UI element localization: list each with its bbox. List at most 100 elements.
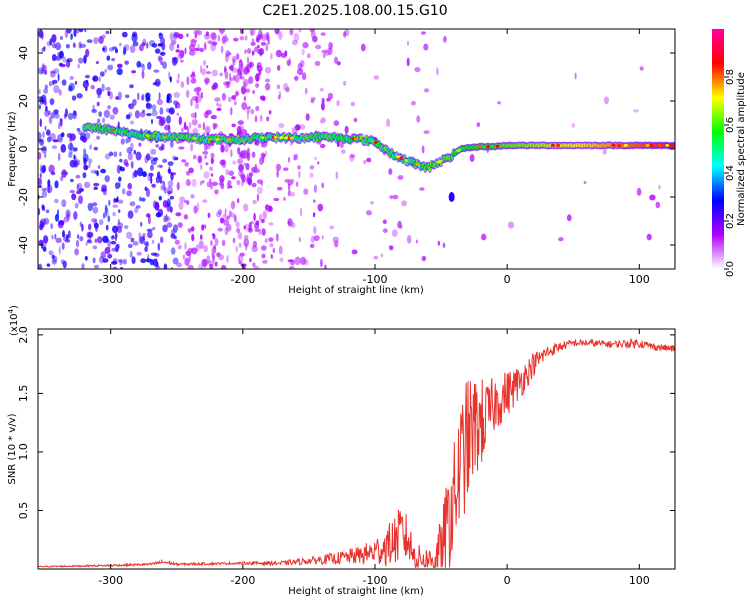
spectrogram-y-ticks: -40 -20 0 20 40 <box>17 46 675 254</box>
noise-speck <box>210 173 214 177</box>
noise-speck <box>119 158 123 163</box>
noise-speck <box>192 96 198 101</box>
noise-speck <box>246 48 252 54</box>
noise-speck <box>83 148 87 156</box>
noise-speck <box>186 89 190 98</box>
noise-speck <box>203 245 208 253</box>
noise-speck <box>302 42 309 49</box>
noise-speck <box>309 165 315 170</box>
noise-speck <box>71 193 77 201</box>
noise-speck <box>38 152 42 160</box>
noise-speck <box>256 44 260 49</box>
noise-speck <box>226 254 229 263</box>
noise-speck <box>216 252 221 258</box>
noise-speck <box>256 65 263 72</box>
noise-speck <box>328 42 333 50</box>
noise-speck <box>60 118 63 127</box>
noise-speck <box>279 257 284 263</box>
noise-speck <box>216 107 222 111</box>
noise-speck <box>130 142 134 152</box>
ridge-peak <box>279 136 284 140</box>
noise-speck <box>93 182 100 187</box>
ridge-peak <box>273 135 278 139</box>
noise-speck <box>193 30 200 35</box>
noise-speck <box>309 172 314 178</box>
x-tick-label: -100 <box>363 574 388 587</box>
noise-speck <box>100 168 106 174</box>
noise-speck <box>203 59 207 66</box>
noise-speck <box>173 32 180 38</box>
noise-speck <box>134 207 139 214</box>
noise-speck <box>416 115 421 123</box>
noise-speck <box>288 265 295 269</box>
noise-speck <box>231 95 235 100</box>
noise-speck <box>160 51 166 56</box>
noise-speck <box>507 221 515 229</box>
noise-speck <box>120 138 125 145</box>
noise-speck <box>43 46 46 51</box>
noise-speck <box>67 142 74 151</box>
noise-speck <box>184 161 189 167</box>
noise-speck <box>423 43 429 51</box>
noise-speck <box>239 29 243 34</box>
noise-speck <box>79 221 83 227</box>
noise-speck <box>170 171 174 181</box>
noise-speck <box>118 259 123 263</box>
noise-speck <box>134 110 140 119</box>
noise-speck <box>62 260 67 269</box>
noise-speck <box>366 210 372 216</box>
noise-speck <box>583 181 587 184</box>
noise-speck <box>83 54 87 64</box>
noise-speck <box>388 245 394 249</box>
noise-speck <box>150 159 157 166</box>
noise-speck <box>240 128 247 137</box>
snr-y-ticks: 0.5 1.0 1.5 2.0 <box>17 326 675 519</box>
noise-speck <box>350 101 356 107</box>
noise-speck <box>38 208 41 216</box>
noise-speck <box>262 210 268 220</box>
noise-speck <box>63 216 70 223</box>
ridge-peak <box>645 144 650 147</box>
noise-speck <box>179 196 186 203</box>
noise-speck <box>230 212 235 218</box>
noise-speck <box>51 259 57 265</box>
noise-speck <box>313 199 316 203</box>
noise-speck <box>178 146 185 150</box>
noise-speck <box>238 242 242 248</box>
noise-speck <box>198 263 202 269</box>
noise-speck <box>423 88 430 93</box>
noise-speck <box>497 101 502 105</box>
noise-speck <box>213 246 217 254</box>
noise-speck <box>123 46 127 55</box>
noise-speck <box>69 76 74 80</box>
noise-speck <box>238 59 243 68</box>
noise-speck <box>147 172 152 182</box>
noise-speck <box>407 40 409 46</box>
colorbar-tick-label: 0.8 <box>725 69 736 85</box>
noise-speck <box>310 98 315 104</box>
noise-speck <box>171 57 178 66</box>
noise-speck <box>122 258 127 265</box>
noise-speck <box>234 101 237 106</box>
colorbar: 0.0 0.2 0.4 0.6 0.8 Normalized spectral ampl… <box>712 29 747 277</box>
noise-speck <box>360 43 366 52</box>
noise-speck <box>39 118 42 127</box>
noise-speck <box>235 221 240 228</box>
noise-speck <box>38 239 44 246</box>
noise-speck <box>238 170 244 177</box>
noise-speck <box>200 180 203 186</box>
noise-speck <box>155 144 159 148</box>
noise-speck <box>170 233 176 239</box>
noise-speck <box>190 226 195 232</box>
noise-speck <box>41 190 48 198</box>
noise-speck <box>251 50 255 56</box>
noise-speck <box>389 195 393 200</box>
noise-speck <box>51 34 57 43</box>
noise-speck <box>221 93 227 101</box>
noise-speck <box>44 69 48 75</box>
noise-speck <box>262 155 265 163</box>
noise-speck <box>38 104 42 110</box>
noise-speck <box>104 69 107 73</box>
x-tick-label: -200 <box>230 273 255 286</box>
